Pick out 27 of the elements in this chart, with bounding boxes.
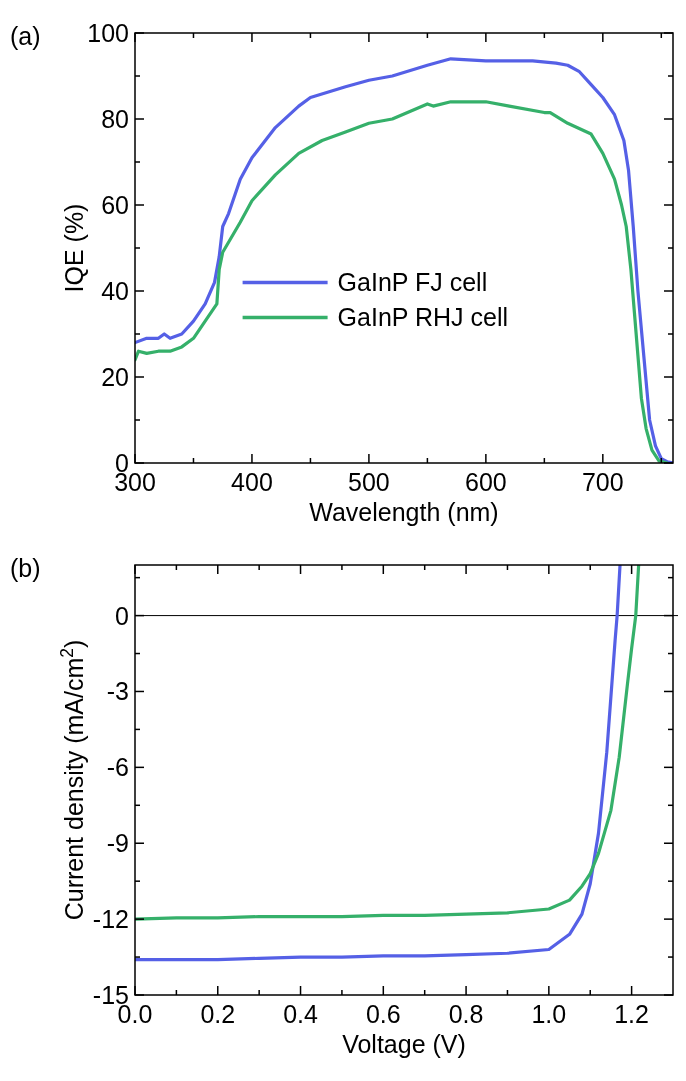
x-tick-label: 400: [231, 468, 273, 496]
y-tick-label: 80: [101, 105, 129, 133]
y-tick-label: -9: [106, 829, 129, 858]
x-tick-label: 0.6: [365, 1000, 401, 1028]
legend-label: GaInP RHJ cell: [337, 303, 509, 332]
x-tick-label: 0.2: [200, 1000, 236, 1028]
chart-title: (b): [10, 554, 41, 582]
y-tick-label: 40: [101, 277, 129, 305]
x-tick-label: 0.4: [283, 1000, 319, 1028]
x-tick-label: 600: [465, 468, 507, 496]
x-tick-label: 0.8: [448, 1000, 484, 1028]
y-tick-label: 0: [115, 601, 129, 630]
x-axis-title: Voltage (V): [342, 1030, 466, 1058]
y-axis-title: IQE (%): [60, 203, 88, 293]
y-tick-label: 100: [87, 19, 129, 47]
y-tick-label: -3: [106, 677, 129, 706]
chart-title: (a): [10, 22, 41, 50]
x-axis-title: Wavelength (nm): [309, 498, 499, 526]
y-tick-label: -12: [92, 905, 129, 934]
legend-label: GaInP FJ cell: [337, 268, 488, 297]
x-tick-label: 1.0: [531, 1000, 567, 1028]
y-tick-label: 20: [101, 363, 129, 391]
y-tick-label: -6: [106, 753, 129, 782]
x-tick-label: 500: [348, 468, 390, 496]
y-tick-label: 60: [101, 191, 129, 219]
x-tick-label: 700: [581, 468, 624, 496]
x-tick-label: 1.2: [614, 1000, 649, 1028]
